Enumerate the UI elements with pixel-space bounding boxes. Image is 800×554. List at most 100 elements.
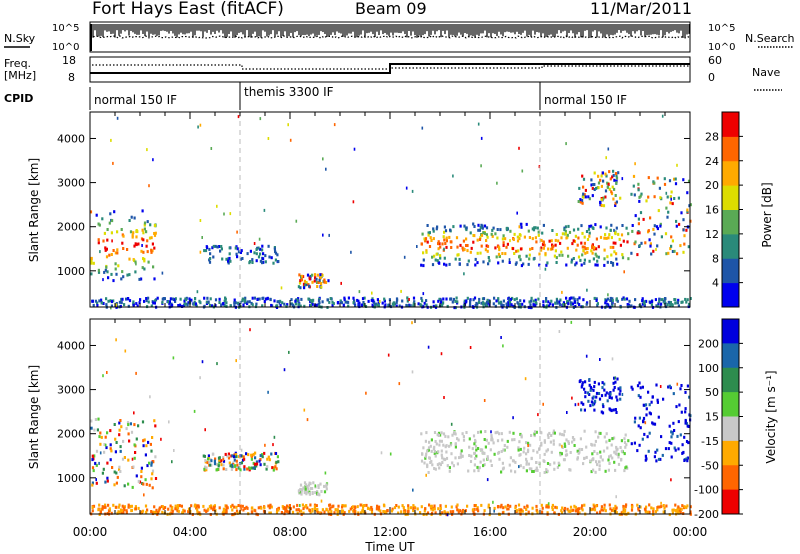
- echo-cell: [466, 504, 469, 508]
- echo-cell: [603, 503, 606, 507]
- echo-cell: [610, 253, 613, 257]
- echo-cell: [102, 374, 104, 378]
- echo-cell: [275, 467, 278, 471]
- echo-cell: [236, 511, 239, 515]
- echo-cell: [353, 509, 356, 512]
- nave-tick-bottom: 0: [708, 71, 715, 84]
- echo-cell: [218, 458, 221, 462]
- echo-cell: [134, 270, 137, 274]
- echo-cell: [419, 511, 422, 515]
- echo-cell: [454, 456, 457, 460]
- echo-cell: [241, 297, 244, 301]
- echo-cell: [285, 509, 289, 513]
- echo-cell: [567, 224, 570, 228]
- echo-cell: [133, 216, 136, 220]
- echo-cell: [530, 296, 533, 300]
- echo-cell: [518, 508, 521, 512]
- echo-cell: [613, 178, 616, 182]
- echo-cell: [682, 228, 685, 232]
- echo-cell: [209, 252, 212, 256]
- echo-cell: [659, 196, 662, 200]
- echo-cell: [120, 425, 123, 429]
- colorbar-segment: [722, 465, 739, 491]
- echo-cell: [205, 300, 208, 304]
- echo-cell: [644, 403, 648, 407]
- echo-cell: [640, 241, 643, 245]
- echo-cell: [171, 505, 174, 509]
- echo-cell: [616, 452, 619, 456]
- echo-cell: [111, 239, 113, 243]
- echo-cell: [115, 272, 118, 276]
- echo-cell: [275, 510, 279, 514]
- echo-cell: [441, 456, 444, 460]
- echo-cell: [578, 303, 581, 306]
- echo-cell: [236, 255, 239, 259]
- echo-cell: [677, 420, 680, 424]
- echo-cell: [502, 506, 505, 510]
- echo-cell: [574, 234, 577, 238]
- echo-cell: [106, 270, 109, 274]
- echo-cell: [538, 252, 541, 256]
- echo-cell: [134, 242, 137, 246]
- echo-cell: [576, 456, 579, 460]
- echo-cell: [152, 158, 154, 162]
- echo-cell: [295, 508, 298, 512]
- echo-cell: [126, 273, 129, 277]
- echo-cell: [233, 453, 236, 457]
- echo-cell: [148, 184, 150, 188]
- echo-cell: [106, 476, 109, 480]
- colorbar-segment: [722, 185, 739, 210]
- echo-cell: [650, 303, 653, 307]
- echo-cell: [139, 298, 142, 302]
- echo-cell: [547, 502, 550, 506]
- echo-cell: [210, 506, 213, 510]
- echo-cell: [306, 506, 309, 510]
- echo-cell: [430, 239, 433, 242]
- echo-cell: [496, 181, 498, 185]
- echo-cell: [203, 467, 206, 471]
- colorbar-segment: [722, 209, 739, 235]
- echo-cell: [637, 182, 640, 186]
- echo-cell: [426, 465, 429, 469]
- echo-cell: [477, 447, 480, 450]
- echo-cell: [433, 452, 436, 455]
- echo-cell: [192, 302, 195, 306]
- echo-cell: [308, 509, 311, 513]
- echo-cell: [94, 299, 97, 303]
- echo-cell: [171, 303, 174, 307]
- echo-cell: [388, 298, 391, 302]
- echo-cell: [266, 297, 269, 301]
- echo-cell: [90, 419, 93, 423]
- echo-cell: [305, 282, 309, 286]
- echo-cell: [171, 297, 174, 301]
- echo-cell: [440, 453, 443, 457]
- echo-cell: [131, 457, 134, 461]
- echo-cell: [142, 231, 145, 235]
- echo-cell: [276, 253, 279, 257]
- echo-cell: [671, 202, 674, 206]
- echo-cell: [511, 438, 514, 442]
- echo-cell: [469, 231, 472, 235]
- echo-cell: [183, 302, 186, 306]
- echo-cell: [97, 268, 100, 272]
- echo-cell: [105, 297, 108, 301]
- echo-cell: [91, 466, 95, 470]
- echo-cell: [519, 299, 522, 303]
- echo-cell: [232, 513, 235, 517]
- echo-cell: [614, 468, 617, 472]
- echo-cell: [584, 247, 587, 251]
- echo-cell: [625, 226, 628, 230]
- echo-cell: [358, 301, 361, 305]
- echo-cell: [486, 455, 489, 459]
- echo-cell: [409, 506, 413, 510]
- echo-cell: [611, 297, 614, 301]
- echo-cell: [473, 469, 476, 473]
- echo-cell: [438, 261, 441, 265]
- echo-cell: [573, 297, 576, 301]
- echo-cell: [591, 246, 594, 249]
- echo-cell: [130, 215, 133, 219]
- echo-cell: [195, 504, 198, 508]
- echo-cell: [226, 454, 229, 458]
- echo-cell: [581, 199, 584, 202]
- echo-cell: [462, 435, 465, 439]
